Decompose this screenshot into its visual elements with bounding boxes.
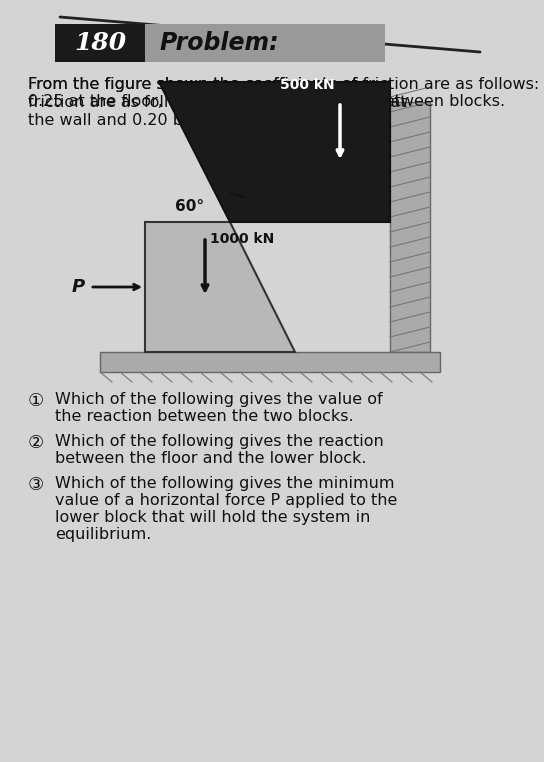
FancyBboxPatch shape <box>55 24 145 62</box>
Text: between the floor and the lower block.: between the floor and the lower block. <box>55 451 367 466</box>
FancyBboxPatch shape <box>390 102 430 352</box>
Text: the wall and 0.20 between blocks.: the wall and 0.20 between blocks. <box>28 113 304 128</box>
Text: value of a horizontal force P applied to the: value of a horizontal force P applied to… <box>55 493 397 508</box>
Text: 500 kN: 500 kN <box>280 78 335 92</box>
Text: Which of the following gives the minimum: Which of the following gives the minimum <box>55 476 394 491</box>
Text: friction are as follows: 0.25 at the floor, 0.30 at: friction are as follows: 0.25 at the flo… <box>28 95 406 110</box>
FancyBboxPatch shape <box>100 352 440 372</box>
Text: the reaction between the two blocks.: the reaction between the two blocks. <box>55 409 354 424</box>
Text: P: P <box>72 278 85 296</box>
Polygon shape <box>159 82 390 222</box>
FancyBboxPatch shape <box>145 24 385 62</box>
Text: lower block that will hold the system in: lower block that will hold the system in <box>55 510 370 525</box>
Text: 60°: 60° <box>175 199 205 214</box>
Text: ③: ③ <box>28 476 44 494</box>
Text: 1000 kN: 1000 kN <box>210 232 274 246</box>
Text: equilibrium.: equilibrium. <box>55 527 151 542</box>
Text: 180: 180 <box>74 31 126 55</box>
Text: ①: ① <box>28 392 44 410</box>
FancyBboxPatch shape <box>60 102 460 372</box>
Text: From the figure shown the coefficients of: From the figure shown the coefficients o… <box>28 77 357 92</box>
Text: From the figure shown the coefficients of friction are as follows: 0.25 at the f: From the figure shown the coefficients o… <box>28 77 539 110</box>
Text: Which of the following gives the value of: Which of the following gives the value o… <box>55 392 382 407</box>
Text: ②: ② <box>28 434 44 452</box>
Text: Problem:: Problem: <box>160 31 280 55</box>
Text: Which of the following gives the reaction: Which of the following gives the reactio… <box>55 434 384 449</box>
Polygon shape <box>145 222 295 352</box>
